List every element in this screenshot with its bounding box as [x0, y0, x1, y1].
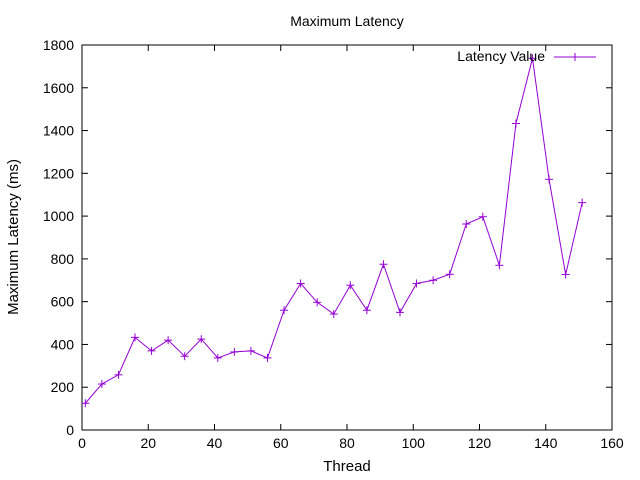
- legend-marker: [571, 53, 579, 61]
- x-tick-label: 0: [78, 435, 86, 451]
- data-point: [280, 306, 289, 315]
- data-point: [396, 308, 404, 317]
- series-line: [84, 58, 583, 404]
- tick-layer: 0 20 40 60 80 100 120 140 1600200400600800100012…: [43, 37, 624, 451]
- chart-title: Maximum Latency: [290, 13, 404, 29]
- y-tick-label: 600: [51, 294, 75, 310]
- y-tick-label: 200: [51, 379, 75, 395]
- data-point: [478, 212, 487, 221]
- y-tick-label: 800: [51, 251, 75, 267]
- data-point: [561, 270, 570, 279]
- data-point: [197, 335, 206, 344]
- data-point: [147, 346, 156, 355]
- data-point: [97, 380, 106, 389]
- data-point: [329, 310, 338, 319]
- data-point: [263, 353, 272, 362]
- x-axis-title: Thread: [323, 458, 371, 475]
- y-tick-label: 1600: [43, 80, 74, 96]
- legend: Latency Value: [457, 48, 596, 64]
- x-tick-label: 140: [534, 435, 558, 451]
- data-point: [511, 119, 520, 128]
- x-tick-label: 80: [339, 435, 355, 451]
- legend-label: Latency Value: [457, 48, 545, 64]
- x-tick-label: 160: [600, 435, 624, 451]
- data-point: [81, 399, 90, 408]
- data-point: [296, 279, 305, 288]
- data-point: [131, 333, 139, 342]
- data-point: [164, 336, 173, 345]
- data-point: [528, 54, 537, 63]
- y-tick-label: 0: [66, 422, 74, 438]
- x-tick-label: 100: [402, 435, 426, 451]
- data-point: [246, 346, 255, 355]
- y-axis-title: Maximum Latency (ms): [5, 159, 22, 315]
- data-point: [230, 347, 239, 356]
- data-point: [412, 279, 421, 288]
- data-point: [545, 175, 554, 184]
- data-point: [495, 261, 504, 270]
- data-point: [445, 270, 454, 279]
- y-tick-label: 1200: [43, 165, 74, 181]
- series-layer: [81, 54, 587, 408]
- x-tick-label: 120: [468, 435, 492, 451]
- data-point: [578, 198, 587, 207]
- x-tick-label: 60: [273, 435, 289, 451]
- y-tick-label: 400: [51, 336, 75, 352]
- data-point: [346, 281, 355, 290]
- legend-marker-plus: [571, 53, 579, 61]
- y-tick-label: 1800: [43, 37, 74, 53]
- data-point: [313, 298, 322, 307]
- x-tick-label: 20: [140, 435, 156, 451]
- x-tick-label: 40: [207, 435, 223, 451]
- data-point: [114, 370, 123, 379]
- data-point: [379, 260, 388, 269]
- data-point: [180, 352, 189, 361]
- y-tick-label: 1400: [43, 123, 74, 139]
- data-point: [213, 353, 222, 362]
- plot-frame: [81, 44, 613, 431]
- data-point: [462, 220, 471, 229]
- y-tick-label: 1000: [43, 208, 74, 224]
- data-point: [362, 306, 371, 315]
- data-point: [429, 276, 438, 285]
